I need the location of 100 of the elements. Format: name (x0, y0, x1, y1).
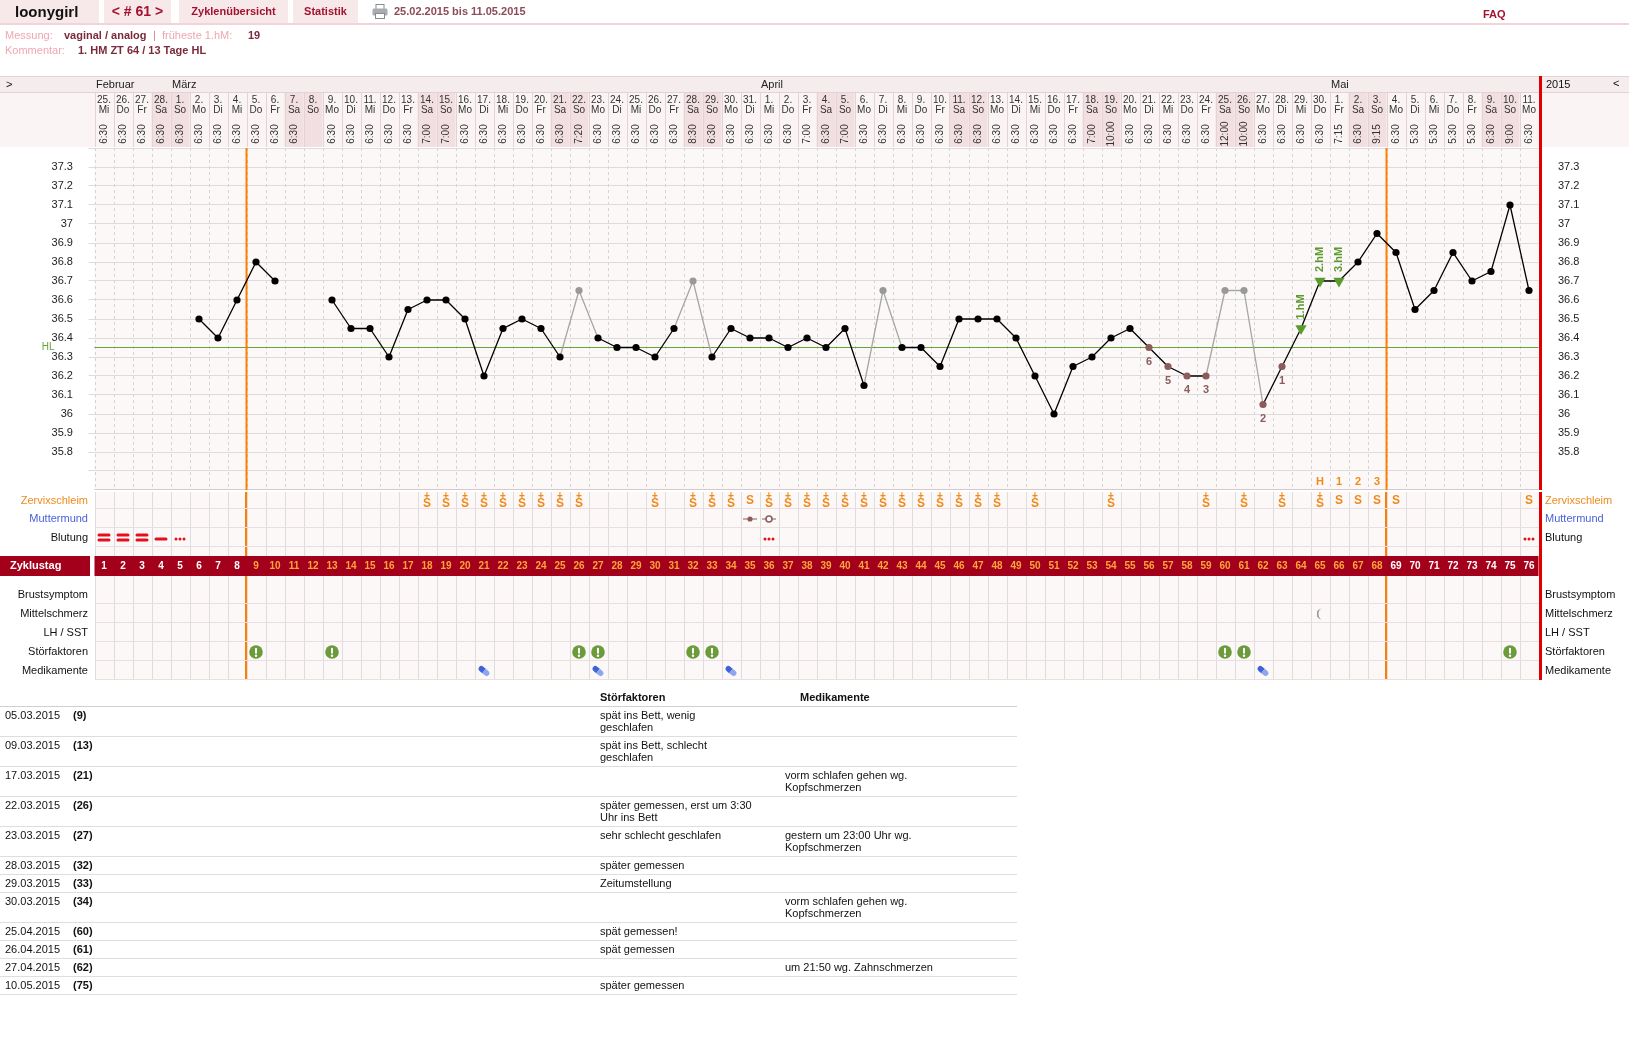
text: (33) (73, 877, 93, 889)
x-tick-label: 11 (288, 559, 300, 571)
x-tick-label: 33 (706, 559, 718, 571)
y-tick-label: 37.2 (51, 179, 73, 192)
x2-tick-label: 11. Sa 6:30 (952, 93, 966, 144)
x2-tick-label: 7. Di 6:30 (876, 93, 888, 144)
category-label: Muttermund (29, 512, 88, 524)
x-tick-label: 8 (234, 559, 241, 571)
text: Messung: (5, 29, 53, 42)
x2-tick-label: 1. Fr 7:15 (1332, 93, 1345, 144)
x-tick-label: 34 (725, 559, 737, 571)
text: 29.03.2015 (5, 877, 61, 889)
x2-tick-label: 17. Fr 6:30 (1066, 93, 1080, 144)
text: (13) (73, 739, 93, 751)
text: (62) (73, 961, 93, 973)
text: | (153, 29, 156, 42)
text: vorm schlafen gehen wg. Kopfschmerzen (785, 895, 908, 919)
y2-tick-label: 37.1 (1558, 198, 1580, 211)
text: früheste 1.hM: (162, 29, 233, 42)
x-tick-label: 22 (497, 559, 509, 571)
y-tick-label: 37.3 (51, 160, 73, 173)
x2-tick-label: 26. Do 6:30 (116, 93, 130, 144)
x2-tick-label: 8. Fr 5:30 (1465, 93, 1478, 144)
annotation: 4 (1183, 383, 1191, 396)
y-tick-label: 36.3 (51, 350, 73, 363)
text: (21) (73, 769, 93, 781)
x2-tick-label: 25. Mi 6:30 (97, 93, 111, 144)
x-tick-label: 71 (1428, 559, 1440, 571)
annotation: 6 (1145, 354, 1153, 367)
x2-tick-label: 3. So 9:15 (1370, 93, 1384, 144)
x2-tick-label: 30. Do 6:30 (1313, 93, 1327, 144)
x-tick-label: 45 (934, 559, 946, 571)
x-tick-label: 55 (1124, 559, 1136, 571)
x-tick-label: 38 (801, 559, 813, 571)
x-tick-label: 25 (554, 559, 566, 571)
x-tick-label: 63 (1276, 559, 1288, 571)
x-tick-label: 75 (1504, 559, 1516, 571)
x2-tick-label: 30. Mo 6:30 (724, 93, 739, 144)
x2-tick-label: 4. Mi 6:30 (230, 93, 243, 144)
annotation: 5 (1164, 373, 1172, 386)
x2-tick-label: 9. Sa 6:30 (1484, 93, 1498, 144)
x2-tick-label: 27. Fr 6:30 (667, 93, 681, 144)
text: sehr schlecht geschlafen (600, 829, 722, 841)
x2-tick-label: 3. Di 6:30 (211, 93, 223, 144)
text: 2 (1354, 474, 1362, 487)
x-tick-label: 2 (120, 559, 127, 571)
x-tick-label: 43 (896, 559, 908, 571)
text: S (745, 493, 754, 507)
x-tick-label: 6 (196, 559, 203, 571)
y2-tick-label: 35.9 (1558, 426, 1580, 439)
category-label: Störfaktoren (600, 691, 666, 703)
text: 25.02.2015 bis 11.05.2015 (394, 4, 526, 19)
y-tick-label: 37.1 (51, 198, 73, 211)
x2-tick-label: 24. Fr 6:30 (1199, 93, 1213, 144)
category-label: Medikamente (21, 664, 88, 676)
text: H (1316, 474, 1324, 487)
x2-tick-label: 25. Mi 6:30 (629, 93, 643, 144)
y-tick-label: 36.1 (51, 388, 73, 401)
x2-tick-label: 9. Mo 6:30 (325, 93, 340, 144)
x2-tick-label: 13. Mo 6:30 (990, 93, 1005, 144)
x-tick-label: 28 (611, 559, 623, 571)
x-tick-label: 58 (1181, 559, 1193, 571)
x-tick-label: 16 (383, 559, 395, 571)
x-tick-label: 69 (1390, 559, 1402, 571)
category-label: Blutung (50, 531, 88, 543)
category-label: Brustsymptom (17, 588, 88, 600)
text: S (1334, 493, 1343, 507)
x2-tick-label: 2. Do 6:30 (781, 93, 795, 144)
x2-tick-label: 10. So 9:00 (1503, 93, 1517, 144)
x2-tick-label: 23. Do 6:30 (1180, 93, 1194, 144)
text: Statistik (293, 0, 358, 23)
x2-tick-label: 12. So 6:30 (971, 93, 985, 144)
x-axis-title: Zyklustag (10, 559, 62, 572)
annotation: 3.hM (1332, 246, 1345, 272)
x-tick-label: 5 (177, 559, 184, 571)
x2-tick-label: 22. Mi 6:30 (1161, 93, 1175, 144)
x2-tick-label: 24. Di 6:30 (610, 93, 624, 144)
text: (9) (73, 709, 87, 721)
x2-tick-label: 10. Di 6:30 (344, 93, 358, 144)
text: März (172, 78, 197, 91)
x-tick-label: 70 (1409, 559, 1421, 571)
y-tick-label: 36.6 (51, 293, 73, 306)
x2-tick-label: 25. Sa 12:00 (1218, 93, 1232, 147)
x-tick-label: 48 (991, 559, 1003, 571)
x2-tick-label: 26. Do 6:30 (648, 93, 662, 144)
text: 1. HM ZT 64 / 13 Tage HL (78, 44, 207, 57)
ref-line-label: HL (41, 341, 55, 353)
x-tick-label: 51 (1048, 559, 1060, 571)
x2-tick-label: 14. Sa 7:00 (420, 93, 434, 144)
x-tick-label: 36 (763, 559, 775, 571)
x-tick-label: 7 (215, 559, 222, 571)
annotation: 2.hM (1313, 246, 1326, 272)
x-tick-label: 41 (858, 559, 870, 571)
x-tick-label: 74 (1485, 559, 1497, 571)
y2-tick-label: 37.3 (1558, 160, 1580, 173)
x-tick-label: 62 (1257, 559, 1269, 571)
x2-tick-label: 28. Di 6:30 (1275, 93, 1289, 144)
x2-tick-label: 19. So 10:00 (1104, 93, 1118, 147)
text: Februar (96, 78, 135, 91)
text: Mai (1331, 78, 1349, 91)
